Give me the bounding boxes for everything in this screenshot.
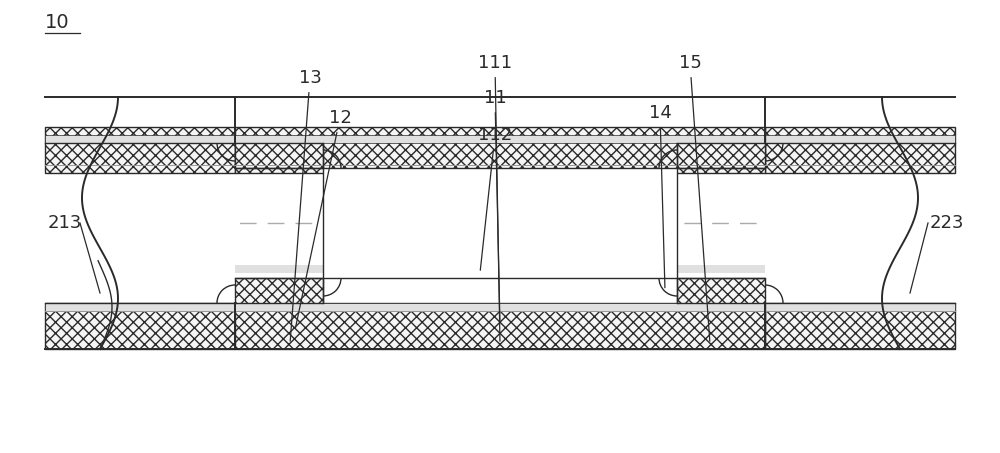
Bar: [677, 143, 765, 168]
Text: 213: 213: [48, 214, 82, 232]
Bar: [235, 303, 765, 311]
Bar: [235, 303, 765, 349]
Bar: [235, 135, 765, 143]
Bar: [45, 303, 235, 349]
Bar: [45, 143, 235, 303]
Bar: [765, 303, 955, 311]
Bar: [45, 303, 235, 311]
Bar: [765, 303, 955, 349]
Bar: [235, 278, 323, 303]
Bar: [677, 278, 765, 303]
Text: 223: 223: [930, 214, 964, 232]
Bar: [235, 127, 765, 173]
Text: 15: 15: [679, 54, 710, 341]
Bar: [765, 143, 955, 303]
Bar: [235, 265, 323, 273]
Bar: [323, 168, 677, 278]
Text: 13: 13: [290, 69, 321, 341]
Bar: [45, 127, 235, 173]
Text: 10: 10: [45, 14, 70, 33]
Text: 112: 112: [478, 126, 512, 270]
Bar: [45, 135, 235, 143]
Bar: [765, 127, 955, 173]
Bar: [235, 143, 323, 168]
Text: 111: 111: [478, 54, 512, 341]
Text: 11: 11: [484, 89, 506, 322]
Bar: [677, 265, 765, 273]
Text: 14: 14: [649, 104, 671, 288]
Text: 12: 12: [296, 109, 351, 327]
Bar: [765, 135, 955, 143]
